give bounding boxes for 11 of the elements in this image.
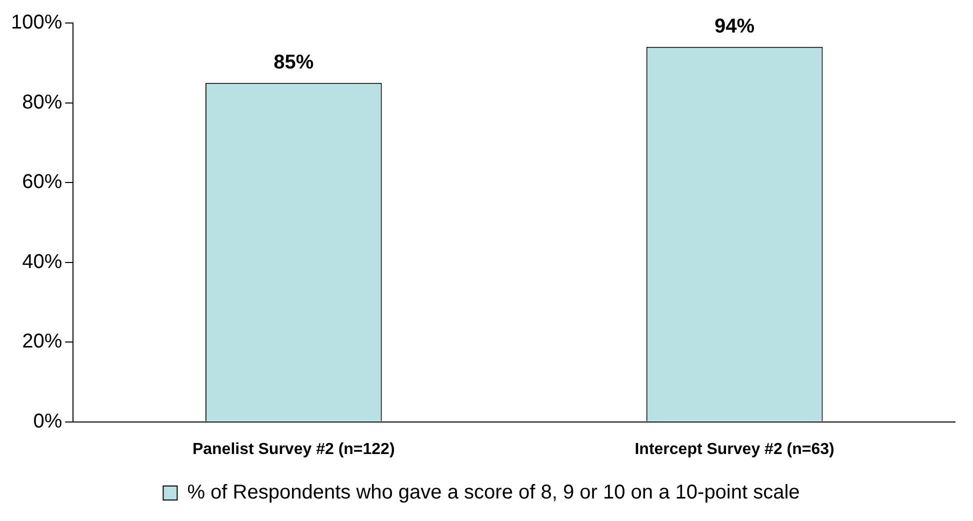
y-tick-label: 100% xyxy=(10,12,62,34)
y-tick-label: 40% xyxy=(22,250,62,273)
y-tick-label: 20% xyxy=(22,330,62,353)
y-tick-label: 80% xyxy=(22,91,62,114)
y-tick-label: 0% xyxy=(33,410,62,432)
legend-label: % of Respondents who gave a score of 8, 9 or 10 on a 10-point scale xyxy=(187,482,800,504)
x-tick-label: Intercept Survey #2 (n=63) xyxy=(634,440,834,458)
data-label: 85% xyxy=(274,51,314,74)
y-tick-label: 60% xyxy=(22,171,62,194)
data-label: 94% xyxy=(714,15,755,38)
x-tick-label: Panelist Survey #2 (n=122) xyxy=(192,440,395,458)
